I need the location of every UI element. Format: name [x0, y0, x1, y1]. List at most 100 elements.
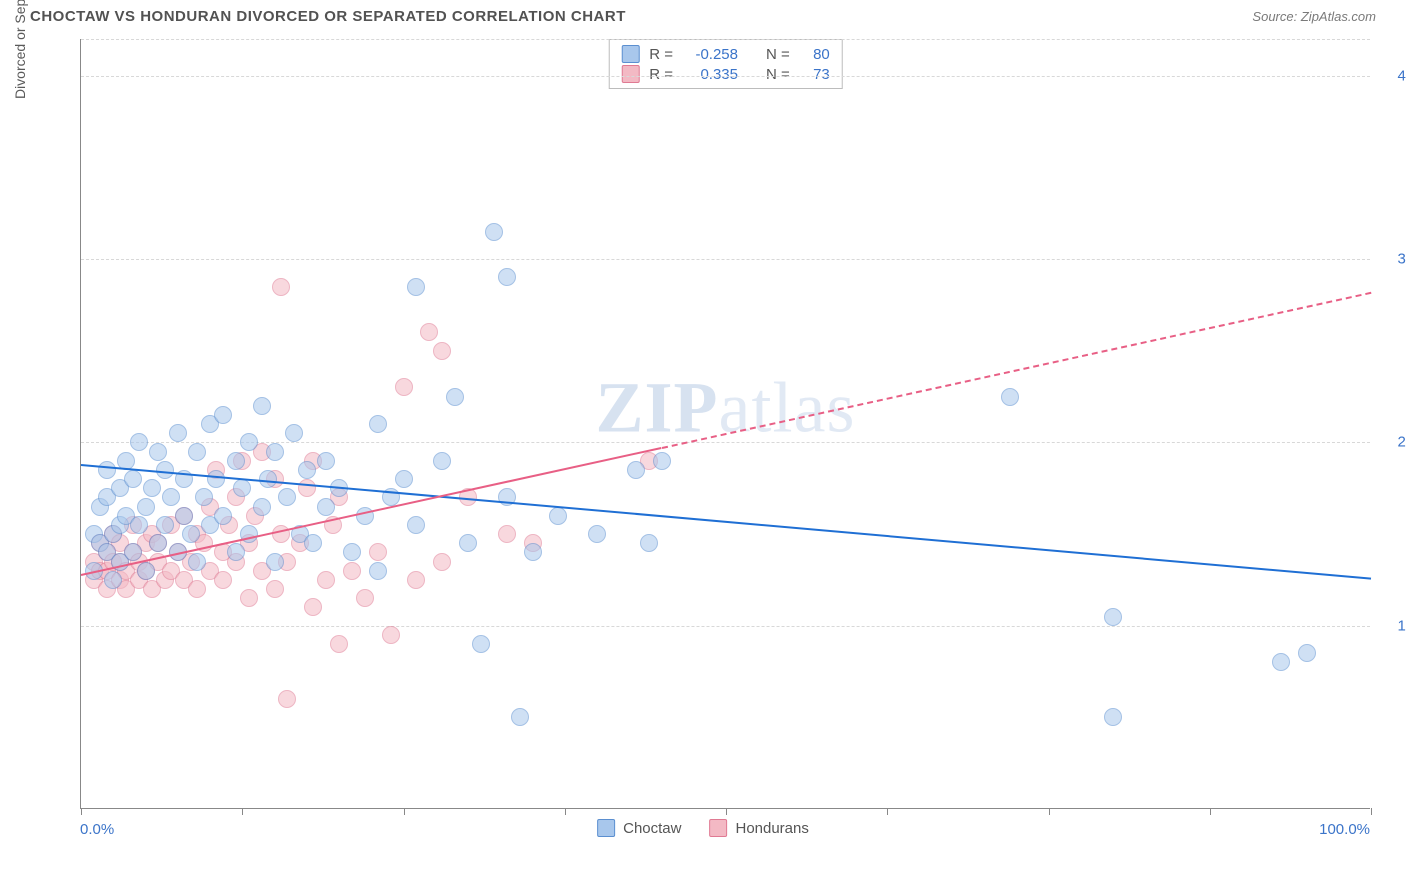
scatter-point: [253, 397, 271, 415]
stat-r-value: 0.335: [683, 66, 738, 83]
scatter-point: [317, 452, 335, 470]
legend-label: Choctaw: [623, 820, 681, 837]
scatter-point: [169, 424, 187, 442]
x-tick-mark: [242, 808, 243, 815]
scatter-point: [1001, 388, 1019, 406]
gridline-horizontal: [81, 39, 1370, 40]
scatter-point: [149, 443, 167, 461]
scatter-point: [278, 690, 296, 708]
scatter-point: [137, 498, 155, 516]
legend-swatch: [597, 819, 615, 837]
scatter-point: [317, 498, 335, 516]
scatter-point: [188, 580, 206, 598]
scatter-point: [369, 543, 387, 561]
scatter-point: [627, 461, 645, 479]
plot-area: ZIPatlas R =-0.258N =80R =0.335N =73 10.…: [80, 39, 1370, 809]
y-tick-label: 30.0%: [1380, 251, 1406, 268]
scatter-point: [407, 516, 425, 534]
scatter-point: [227, 543, 245, 561]
x-axis-min-label: 0.0%: [80, 821, 114, 838]
scatter-point: [343, 543, 361, 561]
stats-row: R =-0.258N =80: [621, 44, 830, 64]
gridline-horizontal: [81, 76, 1370, 77]
scatter-point: [240, 433, 258, 451]
scatter-point: [382, 626, 400, 644]
scatter-point: [214, 571, 232, 589]
scatter-point: [420, 323, 438, 341]
scatter-point: [304, 598, 322, 616]
y-axis-label: Divorced or Separated: [12, 0, 28, 99]
scatter-point: [653, 452, 671, 470]
scatter-point: [1298, 644, 1316, 662]
series-legend: Choctaw Hondurans: [597, 819, 809, 837]
scatter-point: [214, 406, 232, 424]
scatter-point: [266, 553, 284, 571]
scatter-point: [182, 525, 200, 543]
scatter-point: [298, 461, 316, 479]
legend-swatch: [709, 819, 727, 837]
scatter-point: [395, 378, 413, 396]
scatter-point: [240, 589, 258, 607]
scatter-point: [356, 589, 374, 607]
scatter-point: [459, 534, 477, 552]
legend-swatch: [621, 65, 639, 83]
scatter-point: [233, 479, 251, 497]
scatter-point: [446, 388, 464, 406]
source-credit: Source: ZipAtlas.com: [1252, 9, 1376, 24]
scatter-point: [369, 415, 387, 433]
stat-n-value: 73: [800, 66, 830, 83]
scatter-point: [407, 278, 425, 296]
scatter-point: [1104, 608, 1122, 626]
scatter-point: [130, 516, 148, 534]
gridline-horizontal: [81, 626, 1370, 627]
scatter-point: [124, 543, 142, 561]
scatter-point: [511, 708, 529, 726]
scatter-point: [227, 452, 245, 470]
scatter-point: [266, 580, 284, 598]
scatter-point: [407, 571, 425, 589]
correlation-stats-box: R =-0.258N =80R =0.335N =73: [608, 39, 843, 89]
scatter-point: [317, 571, 335, 589]
scatter-point: [588, 525, 606, 543]
scatter-point: [253, 498, 271, 516]
scatter-point: [485, 223, 503, 241]
watermark-atlas: atlas: [719, 368, 856, 448]
scatter-point: [175, 507, 193, 525]
source-label: Source:: [1252, 9, 1297, 24]
x-tick-mark: [1371, 808, 1372, 815]
x-tick-mark: [81, 808, 82, 815]
scatter-point: [278, 488, 296, 506]
scatter-point: [433, 452, 451, 470]
scatter-point: [104, 571, 122, 589]
chart-header: CHOCTAW VS HONDURAN DIVORCED OR SEPARATE…: [0, 0, 1406, 29]
source-value: ZipAtlas.com: [1301, 9, 1376, 24]
x-tick-mark: [565, 808, 566, 815]
chart-title: CHOCTAW VS HONDURAN DIVORCED OR SEPARATE…: [30, 8, 626, 25]
scatter-point: [137, 562, 155, 580]
stat-r-value: -0.258: [683, 46, 738, 63]
scatter-point: [549, 507, 567, 525]
scatter-point: [156, 516, 174, 534]
x-tick-mark: [1210, 808, 1211, 815]
scatter-point: [162, 488, 180, 506]
watermark-zip: ZIP: [596, 368, 719, 448]
stat-n-label: N =: [766, 66, 790, 83]
x-tick-mark: [887, 808, 888, 815]
scatter-point: [149, 534, 167, 552]
scatter-point: [188, 443, 206, 461]
y-tick-label: 10.0%: [1380, 617, 1406, 634]
scatter-point: [266, 443, 284, 461]
stat-n-value: 80: [800, 46, 830, 63]
scatter-point: [343, 562, 361, 580]
legend-label: Hondurans: [735, 820, 808, 837]
scatter-point: [524, 543, 542, 561]
x-tick-mark: [726, 808, 727, 815]
scatter-point: [395, 470, 413, 488]
scatter-point: [207, 470, 225, 488]
x-tick-mark: [404, 808, 405, 815]
scatter-point: [1104, 708, 1122, 726]
scatter-point: [433, 342, 451, 360]
scatter-point: [130, 433, 148, 451]
scatter-point: [369, 562, 387, 580]
scatter-point: [304, 534, 322, 552]
